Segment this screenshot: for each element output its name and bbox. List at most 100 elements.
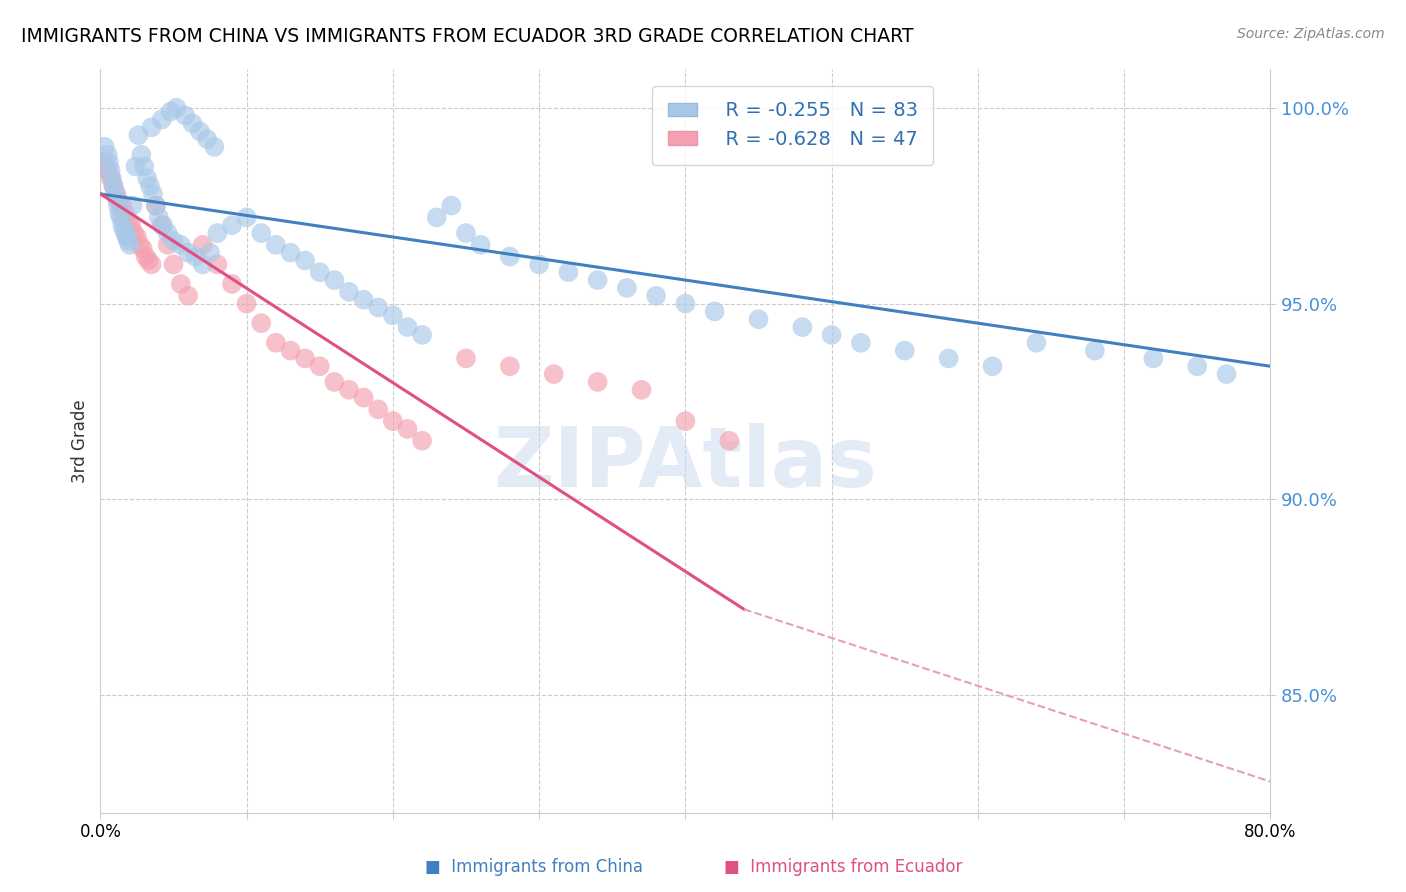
- Point: [454, 351, 477, 366]
- Point: [308, 359, 330, 374]
- Point: [191, 257, 214, 271]
- Point: [235, 211, 257, 225]
- Point: [630, 383, 652, 397]
- Point: [117, 214, 139, 228]
- Point: [177, 245, 200, 260]
- Point: [117, 234, 139, 248]
- Point: [127, 128, 149, 142]
- Point: [703, 304, 725, 318]
- Point: [645, 289, 668, 303]
- Point: [177, 289, 200, 303]
- Point: [718, 434, 741, 448]
- Point: [156, 226, 179, 240]
- Point: [141, 257, 163, 271]
- Point: [181, 116, 204, 130]
- Point: [148, 211, 170, 225]
- Point: [103, 179, 125, 194]
- Y-axis label: 3rd Grade: 3rd Grade: [72, 399, 89, 483]
- Point: [138, 253, 160, 268]
- Point: [100, 163, 122, 178]
- Point: [165, 101, 187, 115]
- Point: [367, 301, 389, 315]
- Point: [142, 186, 165, 201]
- Point: [141, 120, 163, 135]
- Point: [264, 237, 287, 252]
- Point: [235, 296, 257, 310]
- Point: [673, 414, 696, 428]
- Point: [105, 186, 128, 201]
- Point: [170, 277, 193, 291]
- Point: [280, 343, 302, 358]
- Point: [105, 191, 128, 205]
- Point: [162, 234, 184, 248]
- Point: [110, 211, 132, 225]
- Point: [381, 309, 404, 323]
- Point: [454, 226, 477, 240]
- Text: IMMIGRANTS FROM CHINA VS IMMIGRANTS FROM ECUADOR 3RD GRADE CORRELATION CHART: IMMIGRANTS FROM CHINA VS IMMIGRANTS FROM…: [21, 27, 914, 45]
- Point: [120, 219, 142, 233]
- Point: [323, 273, 346, 287]
- Point: [250, 316, 273, 330]
- Point: [586, 375, 609, 389]
- Point: [145, 199, 167, 213]
- Point: [557, 265, 579, 279]
- Point: [150, 219, 173, 233]
- Point: [145, 199, 167, 213]
- Point: [108, 194, 131, 209]
- Point: [121, 199, 143, 213]
- Point: [97, 163, 120, 178]
- Point: [337, 383, 360, 397]
- Point: [470, 237, 492, 252]
- Point: [673, 296, 696, 310]
- Point: [195, 132, 218, 146]
- Point: [139, 179, 162, 194]
- Point: [135, 250, 157, 264]
- Point: [204, 140, 226, 154]
- Point: [543, 367, 565, 381]
- Point: [586, 273, 609, 287]
- Legend:   R = -0.255   N = 83,   R = -0.628   N = 47: R = -0.255 N = 83, R = -0.628 N = 47: [652, 86, 934, 164]
- Point: [308, 265, 330, 279]
- Point: [159, 104, 181, 119]
- Point: [93, 140, 115, 154]
- Point: [132, 242, 155, 256]
- Point: [294, 351, 316, 366]
- Point: [101, 171, 124, 186]
- Point: [114, 206, 136, 220]
- Point: [221, 277, 243, 291]
- Point: [440, 199, 463, 213]
- Point: [122, 226, 145, 240]
- Point: [108, 206, 131, 220]
- Text: ■  Immigrants from China: ■ Immigrants from China: [425, 858, 644, 876]
- Point: [115, 230, 138, 244]
- Point: [280, 245, 302, 260]
- Point: [97, 147, 120, 161]
- Point: [616, 281, 638, 295]
- Point: [499, 359, 522, 374]
- Point: [93, 155, 115, 169]
- Point: [150, 112, 173, 127]
- Point: [128, 237, 150, 252]
- Point: [1142, 351, 1164, 366]
- Point: [747, 312, 769, 326]
- Text: Source: ZipAtlas.com: Source: ZipAtlas.com: [1237, 27, 1385, 41]
- Text: ■  Immigrants from Ecuador: ■ Immigrants from Ecuador: [724, 858, 963, 876]
- Point: [162, 257, 184, 271]
- Point: [103, 179, 125, 194]
- Point: [107, 199, 129, 213]
- Point: [353, 293, 375, 307]
- Point: [156, 237, 179, 252]
- Text: ZIPAtlas: ZIPAtlas: [494, 423, 877, 504]
- Point: [499, 250, 522, 264]
- Point: [820, 327, 842, 342]
- Point: [396, 320, 419, 334]
- Point: [367, 402, 389, 417]
- Point: [264, 335, 287, 350]
- Point: [114, 226, 136, 240]
- Point: [98, 155, 121, 169]
- Point: [112, 222, 135, 236]
- Point: [221, 219, 243, 233]
- Point: [134, 160, 156, 174]
- Point: [129, 147, 152, 161]
- Point: [191, 237, 214, 252]
